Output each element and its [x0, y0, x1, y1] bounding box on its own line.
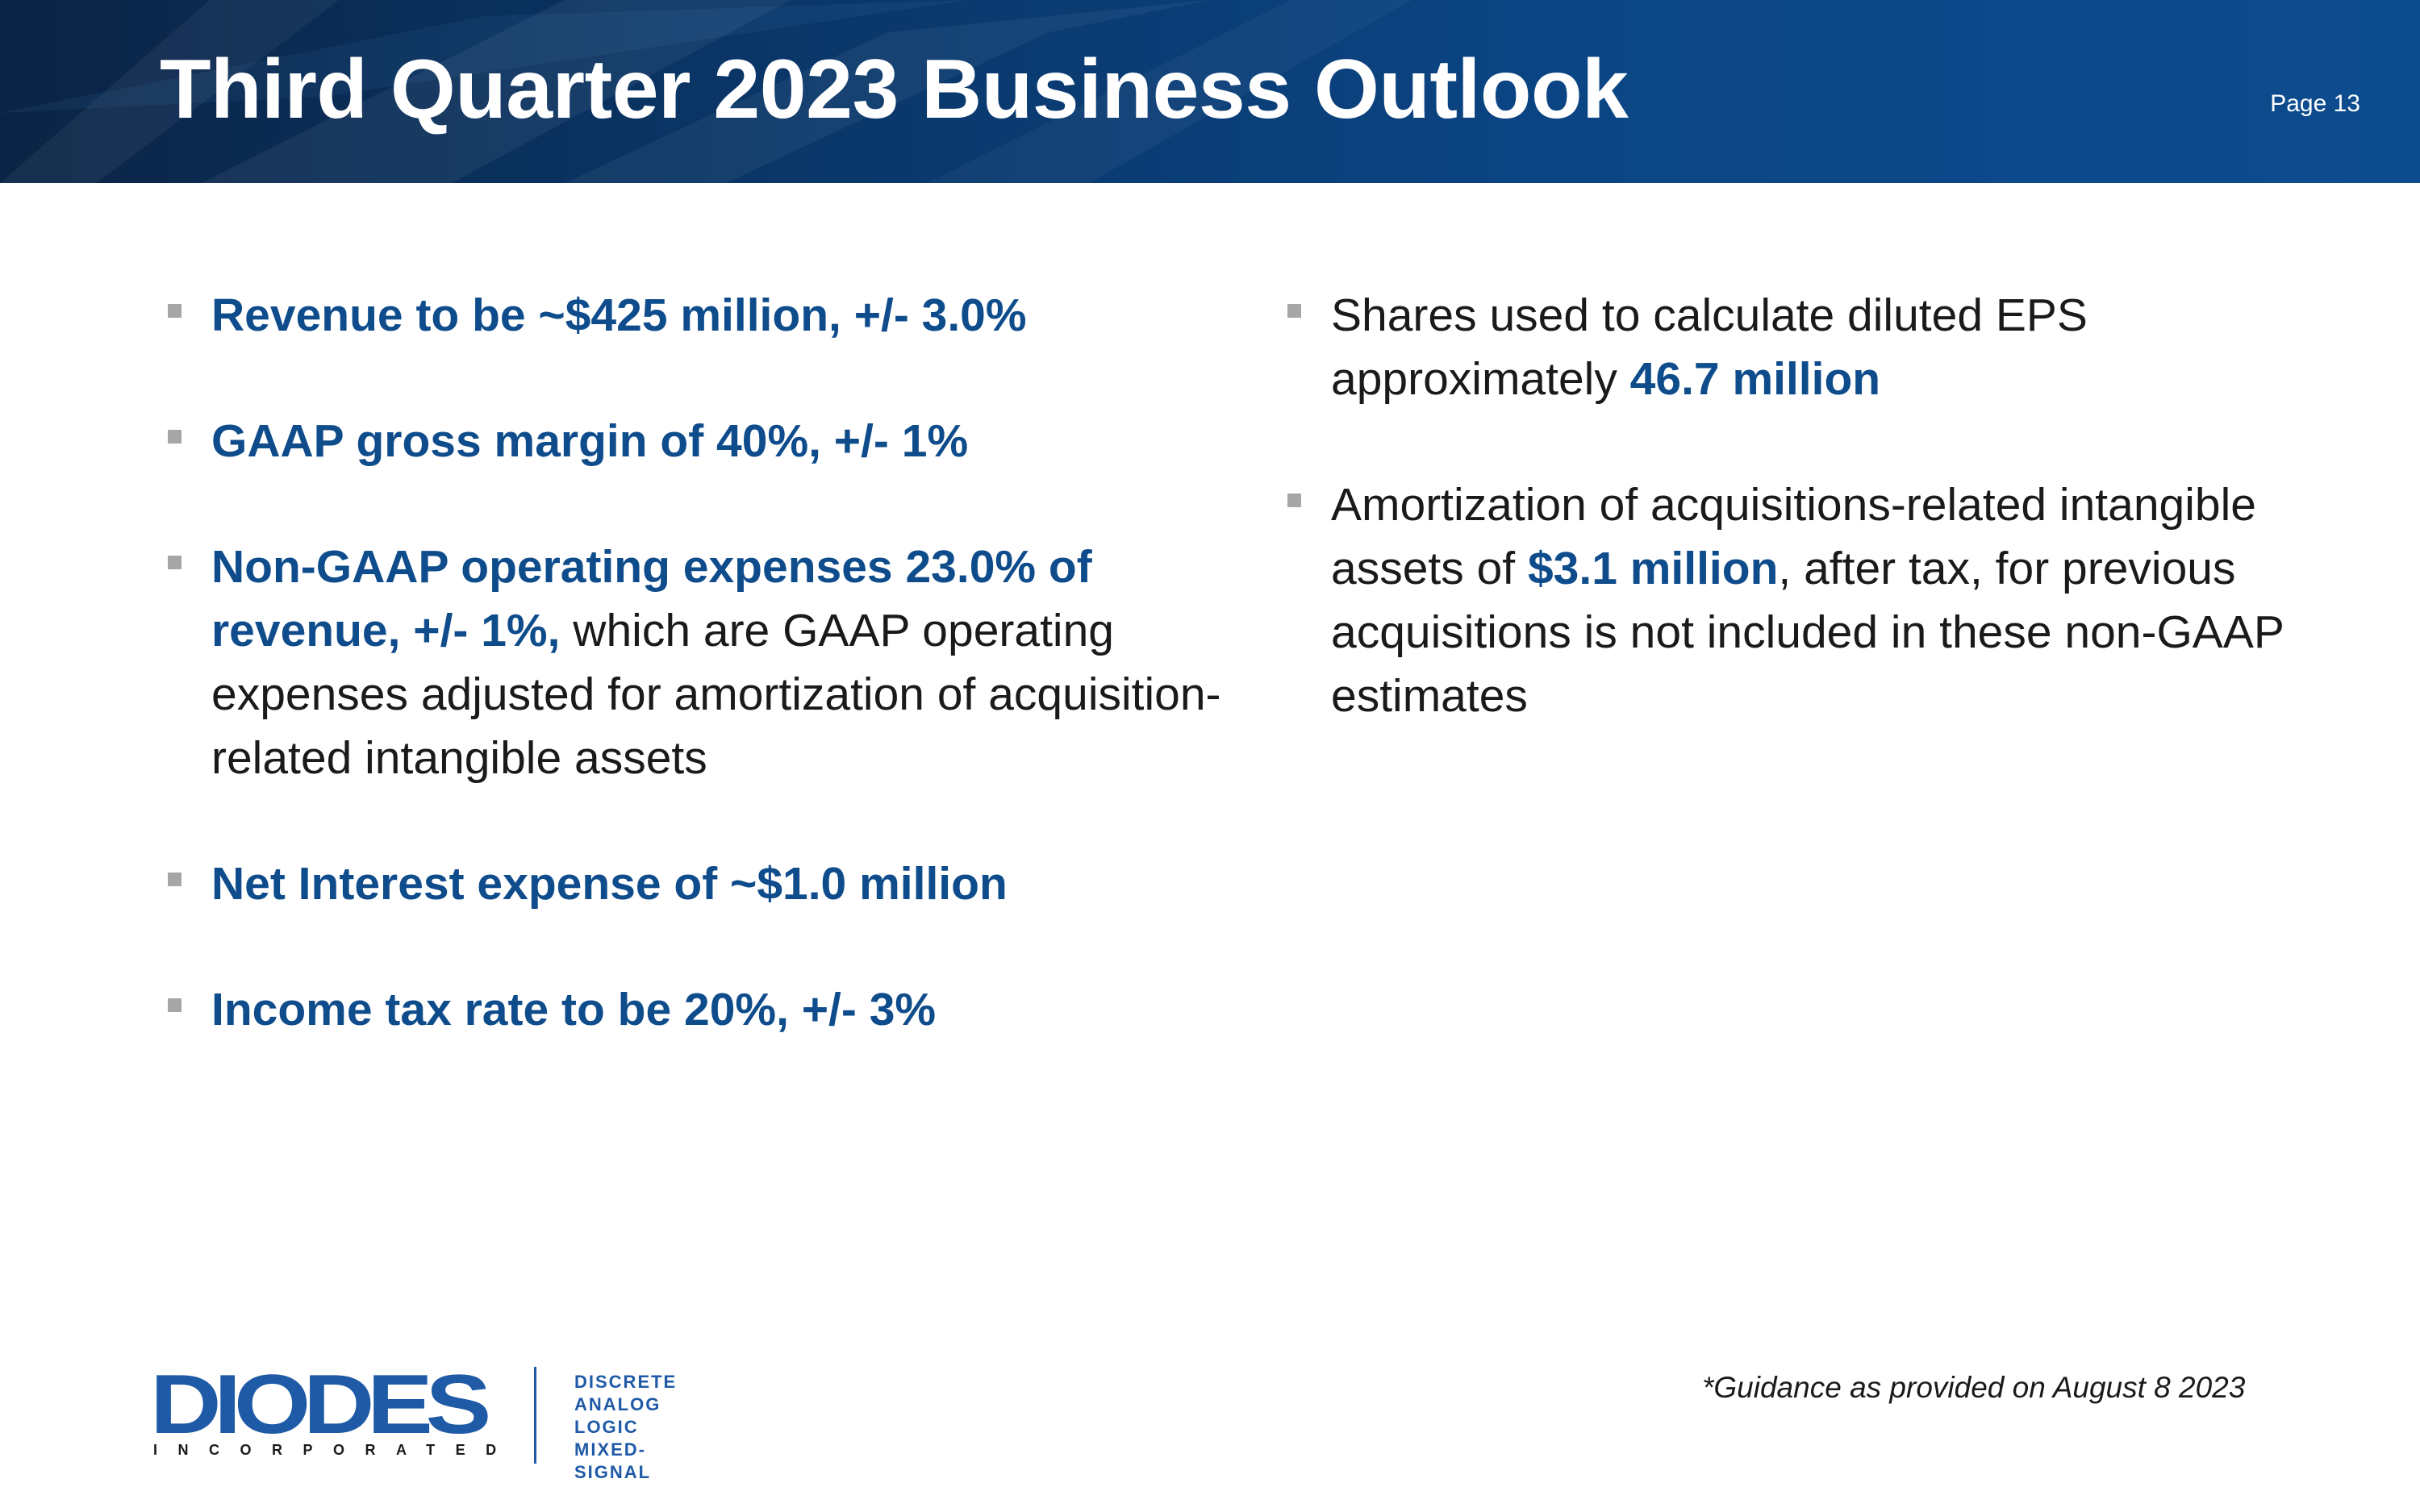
tagline-discrete: DISCRETE: [574, 1372, 678, 1392]
tagline-analog: ANALOG: [574, 1394, 661, 1414]
header-background-streaks: [0, 0, 1412, 183]
logo-wordmark: DIODES: [150, 1358, 491, 1452]
left-bullet-list: Revenue to be ~$425 million, +/- 3.0% GA…: [166, 284, 1231, 1104]
amortization-value: $3.1 million: [1527, 543, 1779, 594]
square-bullet-icon: [168, 998, 182, 1012]
gross-margin-guidance: GAAP gross margin of 40%, +/- 1%: [211, 415, 969, 467]
bullet-diluted-shares: Shares used to calculate diluted EPS app…: [1286, 284, 2359, 411]
bullet-tax-rate: Income tax rate to be 20%, +/- 3%: [166, 978, 1231, 1042]
page-number: Page 13: [2270, 90, 2360, 117]
revenue-guidance: Revenue to be ~$425 million, +/- 3.0%: [211, 289, 1027, 341]
guidance-footnote: *Guidance as provided on August 8 2023: [1702, 1371, 2246, 1404]
diluted-shares-value: 46.7 million: [1629, 353, 1881, 405]
square-bullet-icon: [168, 556, 182, 569]
opex-guidance: Non-GAAP operating expenses 23.0% of rev…: [211, 541, 1092, 656]
logo-tagline: DISCRETE ANALOG LOGIC MIXED-SIGNAL: [574, 1371, 715, 1484]
square-bullet-icon: [168, 304, 182, 318]
opex-explanation: which are GAAP operating expenses adjust…: [211, 605, 1221, 784]
bullet-operating-expenses: Non-GAAP operating expenses 23.0% of rev…: [166, 535, 1231, 790]
tagline-mixed-signal: MIXED-SIGNAL: [574, 1439, 652, 1482]
square-bullet-icon: [1287, 494, 1301, 507]
tax-rate-guidance: Income tax rate to be 20%, +/- 3%: [211, 984, 937, 1035]
logo-subtitle: INCORPORATED: [153, 1442, 517, 1458]
slide-title: Third Quarter 2023 Business Outlook: [160, 43, 1629, 136]
bullet-net-interest: Net Interest expense of ~$1.0 million: [166, 852, 1231, 916]
diodes-logo: DIODES INCORPORATED DISCRETE ANALOG LOGI…: [150, 1358, 715, 1482]
square-bullet-icon: [168, 430, 182, 444]
amortization-text-start: Amortization of acquisitions-related int…: [1331, 479, 2256, 594]
header-band: Third Quarter 2023 Business Outlook Page…: [0, 0, 2420, 183]
logo-divider: [534, 1367, 536, 1464]
net-interest-guidance: Net Interest expense of ~$1.0 million: [211, 858, 1008, 910]
square-bullet-icon: [168, 873, 182, 886]
diluted-shares-text: Shares used to calculate diluted EPS app…: [1331, 289, 2088, 405]
tagline-logic: LOGIC: [574, 1417, 639, 1437]
amortization-text-end: , after tax, for previous acquisitions i…: [1331, 543, 2284, 722]
bullet-revenue: Revenue to be ~$425 million, +/- 3.0%: [166, 284, 1231, 348]
bullet-amortization: Amortization of acquisitions-related int…: [1286, 473, 2359, 728]
bullet-gross-margin: GAAP gross margin of 40%, +/- 1%: [166, 410, 1231, 473]
square-bullet-icon: [1287, 304, 1301, 318]
right-bullet-list: Shares used to calculate diluted EPS app…: [1286, 284, 2359, 790]
